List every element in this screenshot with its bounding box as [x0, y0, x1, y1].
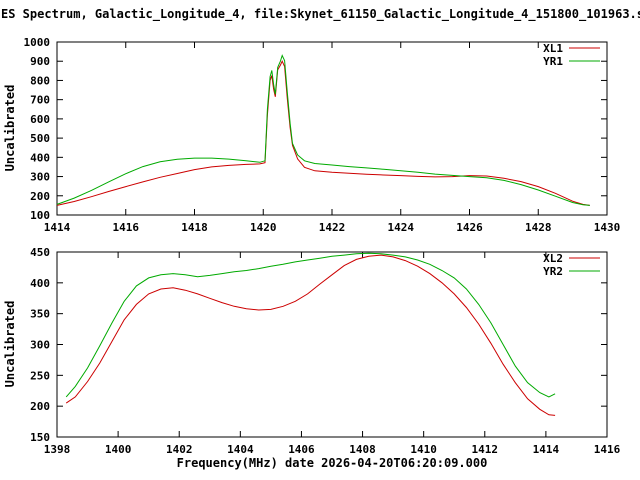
- x-axis-label: Frequency(MHz) date 2026-04-20T06:20:09.…: [176, 456, 488, 470]
- x-tick-label: 1422: [319, 221, 346, 234]
- y-tick-label: 200: [30, 190, 50, 203]
- legend-label-YR1: YR1: [543, 55, 563, 68]
- legend-label-XL1: XL1: [543, 42, 563, 55]
- x-tick-label: 1414: [44, 221, 71, 234]
- x-tick-label: 1414: [533, 443, 560, 456]
- x-tick-label: 1426: [456, 221, 483, 234]
- y-tick-label: 350: [30, 308, 50, 321]
- series-line-YR1: [56, 54, 590, 206]
- x-tick-label: 1428: [525, 221, 552, 234]
- y-tick-label: 700: [30, 94, 50, 107]
- y-tick-label: 150: [30, 431, 50, 444]
- series-line-YR2: [65, 252, 556, 398]
- x-tick-label: 1412: [472, 443, 499, 456]
- x-tick-label: 1400: [105, 443, 132, 456]
- x-tick-label: 1418: [181, 221, 208, 234]
- y-tick-label: 300: [30, 171, 50, 184]
- x-tick-label: 1402: [166, 443, 193, 456]
- x-tick-label: 1430: [594, 221, 621, 234]
- series-line-XL1: [56, 59, 590, 206]
- y-tick-label: 250: [30, 369, 50, 382]
- y-tick-label: 500: [30, 132, 50, 145]
- y-tick-label: 400: [30, 151, 50, 164]
- y-tick-label: 100: [30, 209, 50, 222]
- legend-label-XL2: XL2: [543, 252, 563, 265]
- y-tick-label: 200: [30, 400, 50, 413]
- x-tick-label: 1408: [349, 443, 376, 456]
- legend-label-YR2: YR2: [543, 265, 563, 278]
- y-tick-label: 600: [30, 113, 50, 126]
- x-tick-label: 1416: [113, 221, 140, 234]
- y-tick-label: 900: [30, 55, 50, 68]
- x-tick-label: 1420: [250, 221, 277, 234]
- x-tick-label: 1416: [594, 443, 621, 456]
- x-tick-label: 1406: [288, 443, 315, 456]
- x-tick-label: 1410: [410, 443, 437, 456]
- y-tick-label: 800: [30, 74, 50, 87]
- y-tick-label: 450: [30, 246, 50, 259]
- x-tick-label: 1404: [227, 443, 254, 456]
- page-title: ES Spectrum, Galactic_Longitude_4, file:…: [1, 7, 640, 21]
- plot-border: [56, 251, 608, 438]
- series-line-XL2: [65, 254, 556, 416]
- y-tick-label: 1000: [24, 36, 51, 49]
- x-tick-label: 1424: [388, 221, 415, 234]
- y-tick-label: 300: [30, 339, 50, 352]
- y-tick-label: 400: [30, 277, 50, 290]
- x-tick-label: 1398: [44, 443, 71, 456]
